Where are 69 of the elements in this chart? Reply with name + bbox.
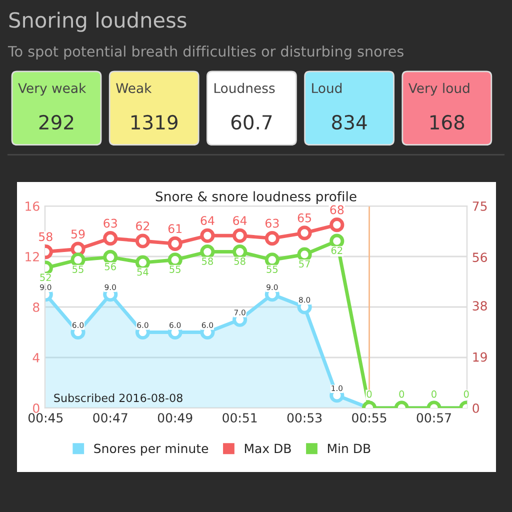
- y2-tick-label: 19: [473, 352, 487, 362]
- y-tick-label: 8: [33, 302, 40, 312]
- data-label: 0: [399, 390, 404, 398]
- category-label: Very weak: [18, 82, 86, 96]
- data-label: 59: [71, 230, 85, 238]
- category-label: Loudness: [214, 82, 275, 94]
- data-label: 292: [39, 114, 74, 130]
- point: [168, 236, 182, 251]
- data-label: 54: [137, 268, 148, 276]
- data-label: 60.7: [231, 114, 272, 130]
- y2-tick-label: 38: [472, 301, 487, 311]
- x-tick-label: 00:49: [158, 413, 192, 423]
- y2-tick-label: 56: [472, 252, 487, 262]
- data-label: 0: [366, 390, 372, 398]
- y-tick-label: 0: [33, 403, 40, 413]
- chart-title: Snore & snore loudness profile: [156, 191, 356, 204]
- category-label: Very loud: [408, 82, 470, 96]
- x-tick-label: 00:55: [352, 413, 386, 423]
- y-tick-label: 12: [26, 252, 39, 262]
- data-label: 65: [298, 213, 312, 222]
- x-tick-label: 00:47: [93, 413, 128, 423]
- data-label: 63: [104, 218, 117, 228]
- category-label: Loud: [312, 82, 342, 94]
- y-tick-label: 4: [32, 353, 40, 362]
- data-label: 55: [170, 266, 180, 273]
- data-label: 55: [266, 266, 278, 273]
- point: [330, 218, 344, 232]
- data-label: 55: [72, 266, 84, 273]
- data-label: 168: [430, 114, 464, 130]
- data-label: 52: [40, 274, 51, 282]
- point: [135, 255, 150, 270]
- text: To spot potential breath difficulties or disturbing snores: [8, 46, 404, 60]
- point: [232, 228, 248, 243]
- text: Snoring loudness: [9, 12, 186, 32]
- x-tick-label: 00:53: [287, 413, 322, 423]
- data-label: 58: [202, 258, 213, 265]
- data-label: 0: [432, 390, 436, 398]
- data-label: 58: [234, 258, 246, 265]
- point: [135, 234, 150, 248]
- data-label: 64: [200, 216, 214, 226]
- x-tick-label: 00:57: [416, 413, 451, 423]
- point: [264, 231, 280, 246]
- point: [297, 247, 312, 262]
- legend-label: Min DB: [328, 443, 370, 453]
- data-label: 62: [331, 246, 342, 254]
- legend-label: Max DB: [244, 444, 291, 454]
- y-tick-label: 16: [26, 201, 40, 211]
- point: [297, 226, 312, 240]
- category-label: Weak: [116, 82, 152, 94]
- x-tick-label: 00:51: [222, 413, 257, 423]
- legend-label: Snores per minute: [94, 443, 208, 456]
- data-label: 61: [168, 224, 182, 234]
- data-label: 56: [104, 262, 116, 270]
- y2-tick-label: 75: [472, 202, 487, 211]
- annotation: Subscribed 2016-08-08: [54, 393, 182, 402]
- data-label: 57: [299, 260, 310, 268]
- data-label: 68: [330, 205, 344, 214]
- data-label: 0: [464, 390, 469, 398]
- data-label: 1319: [131, 114, 178, 130]
- point: [103, 231, 118, 246]
- y2-tick-label: 0: [472, 403, 479, 413]
- point: [103, 250, 118, 264]
- data-label: 63: [265, 218, 279, 228]
- data-label: 62: [136, 221, 150, 230]
- point: [200, 228, 215, 243]
- data-label: 64: [233, 216, 247, 226]
- data-label: 58: [39, 232, 52, 242]
- data-label: 834: [332, 114, 367, 130]
- x-tick-label: 00:45: [28, 413, 63, 423]
